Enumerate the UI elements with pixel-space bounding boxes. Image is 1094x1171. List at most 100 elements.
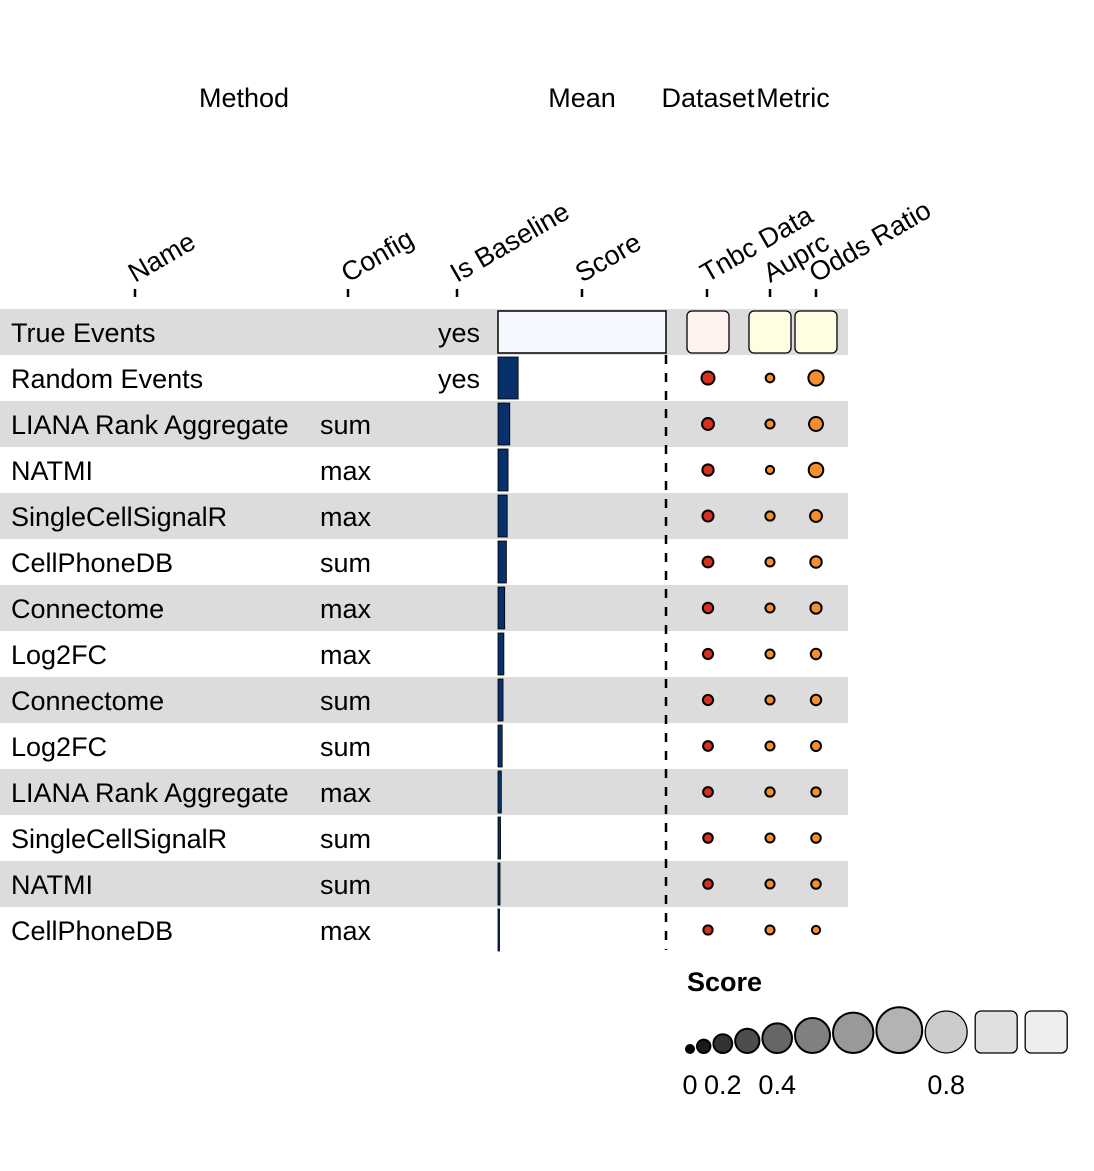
method-name: LIANA Rank Aggregate — [11, 410, 289, 440]
score-bar — [497, 310, 667, 354]
score-bar — [497, 356, 519, 400]
odds-ratio-dot — [809, 509, 823, 523]
odds-ratio-box — [794, 310, 838, 354]
odds-ratio-dot — [810, 878, 822, 890]
table-row: SingleCellSignalR sum — [11, 816, 822, 860]
legend-tick-label: 0.8 — [927, 1070, 965, 1100]
odds-ratio-dot — [809, 647, 823, 661]
tnbc-dot — [701, 601, 715, 615]
score-bar — [497, 586, 506, 630]
auprc-dot — [764, 648, 776, 660]
odds-ratio-dot — [809, 601, 823, 615]
legend-size-circle — [794, 1017, 831, 1054]
odds-ratio-dot — [810, 832, 822, 844]
method-config: sum — [320, 732, 371, 762]
auprc-dot — [764, 602, 776, 614]
score-bar — [497, 770, 502, 814]
score-legend: Score 0 0.2 0.4 0.8 — [682, 967, 1068, 1100]
method-config: sum — [320, 410, 371, 440]
auprc-dot — [764, 418, 776, 430]
method-name: CellPhoneDB — [11, 548, 173, 578]
table-row: LIANA Rank Aggregate sum — [11, 402, 824, 446]
legend-square — [1024, 1010, 1068, 1054]
odds-ratio-dot — [808, 416, 824, 432]
score-bar — [497, 540, 507, 584]
tnbc-dot — [702, 786, 714, 798]
legend-size-circle — [924, 1010, 968, 1054]
group-header-metric: Metric — [756, 83, 830, 113]
tnbc-dot — [701, 463, 715, 477]
legend-title: Score — [687, 967, 762, 997]
auprc-dot — [764, 372, 776, 384]
tnbc-dot — [701, 509, 715, 523]
table-row: Log2FC sum — [11, 724, 822, 768]
method-config: sum — [320, 686, 371, 716]
legend-tick-label: 0.4 — [758, 1070, 796, 1100]
method-name: Random Events — [11, 364, 203, 394]
tnbc-dot — [702, 924, 714, 936]
auprc-dot — [764, 924, 776, 936]
odds-ratio-dot — [809, 555, 823, 569]
legend-tick-label: 0.2 — [704, 1070, 742, 1100]
column-header-config: Config — [336, 223, 419, 288]
tnbc-dot — [700, 370, 716, 386]
odds-ratio-dot — [810, 740, 822, 752]
legend-size-circle — [696, 1038, 712, 1055]
odds-ratio-dot — [807, 461, 825, 479]
method-name: NATMI — [11, 456, 93, 486]
tnbc-dot — [701, 647, 715, 661]
method-name: Connectome — [11, 594, 164, 624]
tnbc-dot — [701, 555, 715, 569]
auprc-dot — [764, 740, 776, 752]
column-header-name: Name — [123, 226, 200, 288]
odds-ratio-dot — [810, 924, 822, 936]
tnbc-dot — [702, 878, 714, 890]
score-bar — [497, 402, 511, 446]
auprc-dot — [764, 556, 776, 568]
legend-size-circle — [734, 1027, 761, 1055]
auprc-box — [748, 310, 792, 354]
method-name: SingleCellSignalR — [11, 824, 227, 854]
method-config: max — [320, 456, 372, 486]
legend-square — [974, 1010, 1018, 1054]
column-headers: Name Config Is Baseline Score Tnbc Data … — [123, 195, 936, 297]
legend-size-circle — [761, 1022, 794, 1054]
method-name: Connectome — [11, 686, 164, 716]
method-name: Log2FC — [11, 640, 107, 670]
row-stripe — [0, 861, 848, 907]
legend-size-circle — [832, 1011, 875, 1055]
method-name: LIANA Rank Aggregate — [11, 778, 289, 808]
legend-size-circle — [875, 1006, 924, 1054]
tnbc-dot — [701, 693, 715, 707]
score-bar — [497, 862, 501, 906]
table-row: Log2FC max — [11, 632, 823, 676]
table-row: Connectome max — [11, 586, 823, 630]
tnbc-dot — [702, 832, 714, 844]
auprc-dot — [764, 832, 776, 844]
method-config: max — [320, 502, 372, 532]
table-row: CellPhoneDB max — [11, 908, 822, 952]
tnbc-dot — [702, 740, 714, 752]
group-header-mean: Mean — [548, 83, 616, 113]
table-rows: True Events yes Random Events yes LIANA Rank… — [11, 310, 838, 952]
table-row: SingleCellSignalR max — [11, 494, 823, 538]
auprc-dot — [764, 694, 776, 706]
is-baseline-value: yes — [438, 364, 480, 394]
method-config: max — [320, 916, 372, 946]
method-config: sum — [320, 824, 371, 854]
auprc-dot — [764, 878, 776, 890]
auprc-dot — [764, 786, 776, 798]
method-config: max — [320, 778, 372, 808]
method-config: sum — [320, 870, 371, 900]
score-bar — [497, 908, 500, 952]
is-baseline-value: yes — [438, 318, 480, 348]
method-config: sum — [320, 548, 371, 578]
group-header-dataset: Dataset — [661, 83, 755, 113]
column-header-score: Score — [570, 227, 646, 288]
odds-ratio-dot — [809, 693, 823, 707]
group-header-method: Method — [199, 83, 289, 113]
method-name: NATMI — [11, 870, 93, 900]
auprc-dot — [764, 510, 776, 522]
legend-tick-label: 0 — [682, 1070, 697, 1100]
